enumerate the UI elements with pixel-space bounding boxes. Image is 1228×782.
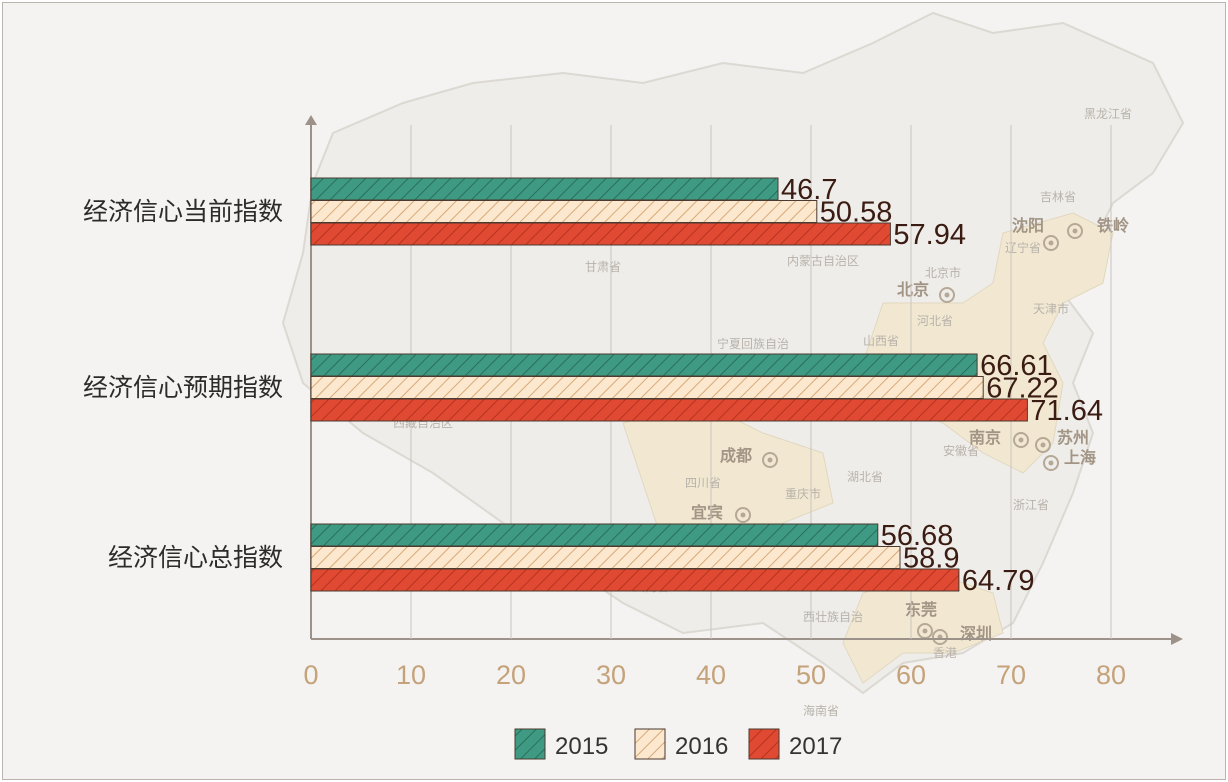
category-label: 经济信心当前指数 xyxy=(83,197,283,226)
x-tick-label: 30 xyxy=(596,660,626,690)
city-marker-icon xyxy=(735,507,751,523)
value-label: 67.22 xyxy=(986,373,1059,405)
map-city-label: 北京 xyxy=(897,280,929,299)
category-label: 经济信心总指数 xyxy=(108,543,283,572)
y-axis-arrow xyxy=(305,115,317,125)
bar-2015 xyxy=(310,523,879,547)
map-province-label: 内蒙古自治区 xyxy=(787,253,859,268)
map-province-label: 安徽省 xyxy=(943,443,979,458)
legend-label: 2015 xyxy=(555,733,608,760)
city-marker-dot xyxy=(767,457,773,463)
x-tick-label: 50 xyxy=(796,660,826,690)
city-marker-dot xyxy=(1072,228,1078,234)
value-label: 58.9 xyxy=(903,543,959,575)
x-tick-label: 10 xyxy=(396,660,426,690)
value-label: 50.58 xyxy=(820,197,893,229)
city-marker-dot xyxy=(1048,460,1054,466)
map-province-label: 辽宁省 xyxy=(1005,240,1041,255)
bar-2016 xyxy=(310,546,901,569)
map-province-label: 北京市 xyxy=(925,265,961,280)
city-marker-icon xyxy=(1067,223,1083,239)
bar-2016 xyxy=(310,376,984,399)
x-tick-label: 40 xyxy=(696,660,726,690)
map-city-label: 宜宾 xyxy=(691,503,723,522)
bar-2015 xyxy=(310,353,978,377)
city-marker-icon xyxy=(939,287,955,303)
city-marker-icon xyxy=(932,629,948,645)
bar-2017 xyxy=(310,398,1028,422)
map-province-label: 黑龙江省 xyxy=(1084,107,1132,121)
value-label: 57.94 xyxy=(893,219,966,251)
city-marker-dot xyxy=(1040,442,1046,448)
map-city-label: 沈阳 xyxy=(1012,216,1044,235)
map-city-label: 南京 xyxy=(969,428,1001,447)
map-city-label: 深圳 xyxy=(960,624,992,643)
map-province-label: 香港 xyxy=(933,646,957,660)
x-tick-label: 60 xyxy=(896,660,926,690)
city-marker-dot xyxy=(1048,240,1054,246)
map-province-label: 重庆市 xyxy=(785,486,821,501)
map-province-label: 西壮族自治 xyxy=(803,610,863,624)
city-marker-dot xyxy=(1018,437,1024,443)
value-label: 66.61 xyxy=(980,350,1053,382)
legend-swatch-2016 xyxy=(634,728,666,760)
map-city-label: 上海 xyxy=(1064,448,1096,467)
city-marker-dot xyxy=(922,628,928,634)
map-province-label: 甘肃省 xyxy=(585,260,621,274)
value-label: 56.68 xyxy=(881,520,954,552)
city-marker-icon xyxy=(1035,437,1051,453)
map-province-label: 河北省 xyxy=(917,314,953,328)
x-axis-arrow xyxy=(1171,633,1183,645)
map-province-label: 宁夏回族自治 xyxy=(717,336,789,351)
map-province-label: 浙江省 xyxy=(1013,498,1049,512)
city-marker-dot xyxy=(740,512,746,518)
legend-label: 2016 xyxy=(675,733,728,760)
city-marker-icon xyxy=(762,452,778,468)
x-tick-label: 70 xyxy=(996,660,1026,690)
x-tick-label: 20 xyxy=(496,660,526,690)
category-label: 经济信心预期指数 xyxy=(83,373,283,402)
bar-2015 xyxy=(310,177,779,201)
value-label: 64.79 xyxy=(962,565,1035,597)
map-city-label: 铁岭 xyxy=(1097,216,1129,235)
legend-label: 2017 xyxy=(789,733,842,760)
bar-2017 xyxy=(310,568,960,592)
map-province-label: 湖北省 xyxy=(847,469,883,484)
legend-swatch-2017 xyxy=(748,728,780,760)
city-marker-dot xyxy=(944,292,950,298)
map-city-label: 苏州 xyxy=(1057,428,1089,447)
city-marker-icon xyxy=(1013,432,1029,448)
map-province-label: 海南省 xyxy=(803,703,839,718)
map-city-label: 东莞 xyxy=(905,600,937,619)
value-label: 71.64 xyxy=(1030,395,1103,427)
map-province-label: 四川省 xyxy=(685,476,721,490)
map-province-label: 天津市 xyxy=(1033,301,1069,316)
bar-2017 xyxy=(310,222,891,246)
map-province-label: 吉林省 xyxy=(1040,190,1076,204)
city-marker-icon xyxy=(1043,455,1059,471)
value-label: 46.7 xyxy=(781,174,837,206)
map-province-label: 山西省 xyxy=(863,334,899,348)
legend-swatch-2015 xyxy=(514,728,546,760)
bar-chart: 黑龙江省吉林省辽宁省北京市天津市河北省山西省内蒙古自治区甘肃省宁夏回族自治青海省… xyxy=(83,11,1185,760)
bar-2016 xyxy=(310,200,818,223)
x-tick-label: 0 xyxy=(303,660,318,690)
map-city-label: 成都 xyxy=(720,446,752,465)
city-marker-icon xyxy=(1043,235,1059,251)
x-tick-label: 80 xyxy=(1096,660,1126,690)
